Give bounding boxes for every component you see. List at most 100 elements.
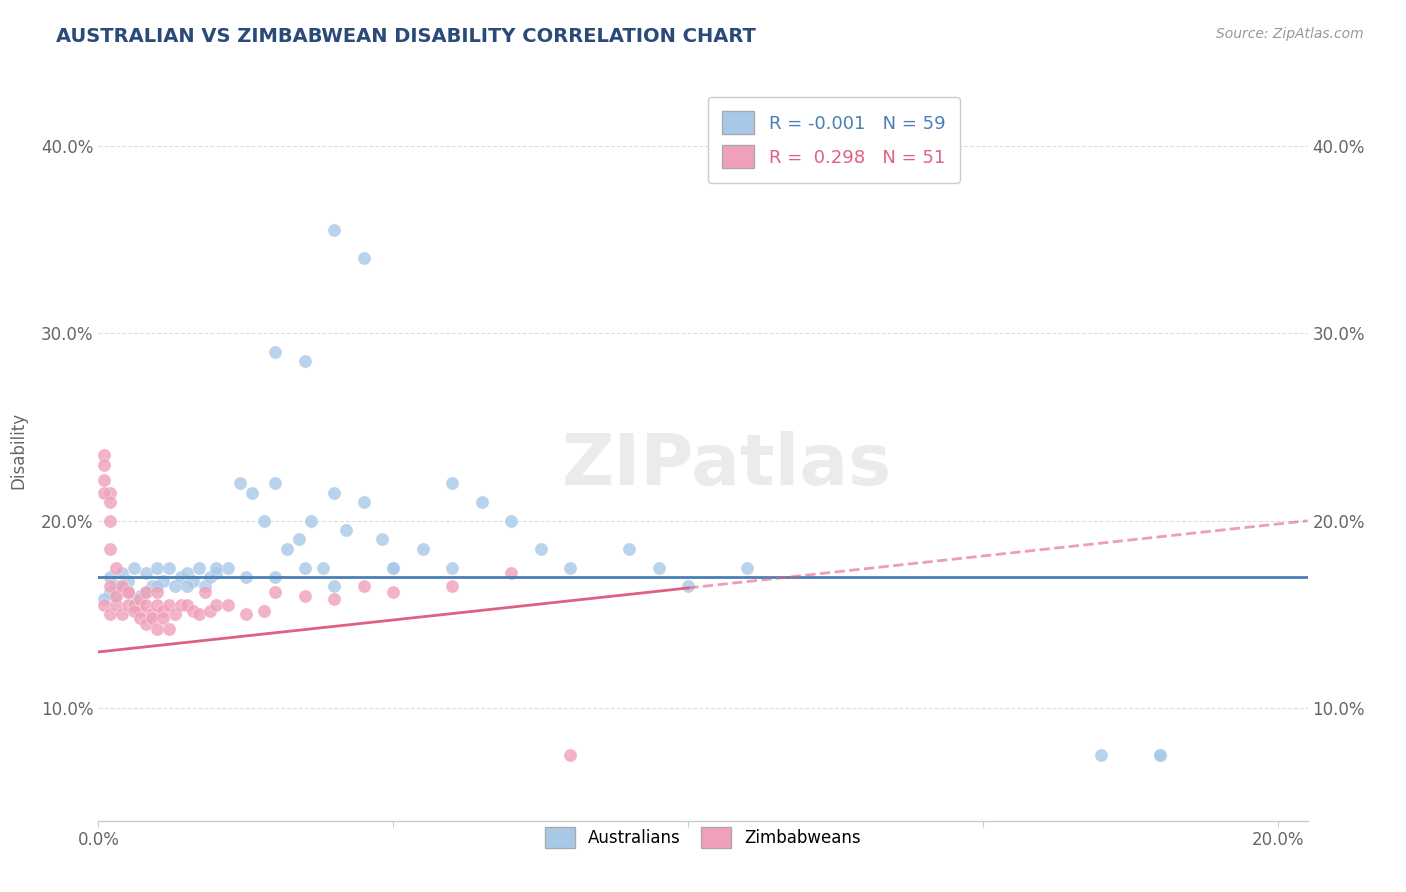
Point [170,570,193,584]
Point [93,485,115,500]
Point [382,560,405,574]
Point [141,607,163,622]
Point [105,579,128,593]
Text: Source: ZipAtlas.com: Source: ZipAtlas.com [1216,27,1364,41]
Point [619,541,641,556]
Point [294,589,316,603]
Point [135,566,157,581]
Point [200,604,222,618]
Point [135,585,157,599]
Point [117,585,139,599]
Point [205,560,228,574]
Point [264,585,287,599]
Point [111,579,134,593]
Point [187,560,209,574]
Point [122,592,145,607]
Point [353,252,375,266]
Point [181,604,204,618]
Point [299,514,322,528]
Point [530,541,553,556]
Point [105,598,128,612]
Point [152,604,174,618]
Point [170,598,193,612]
Point [187,607,209,622]
Point [111,579,134,593]
Point [229,476,252,491]
Point [135,616,157,631]
Point [311,560,333,574]
Point [382,560,405,574]
Point [111,607,134,622]
Point [181,574,204,588]
Point [441,579,464,593]
Point [176,566,198,581]
Point [93,592,115,607]
Point [141,579,163,593]
Point [194,579,217,593]
Point [117,574,139,588]
Point [176,598,198,612]
Point [264,570,287,584]
Point [117,585,139,599]
Point [294,354,316,368]
Point [128,611,150,625]
Point [128,589,150,603]
Point [146,579,169,593]
Point [205,598,228,612]
Point [105,560,128,574]
Point [252,604,274,618]
Point [146,598,169,612]
Point [98,570,121,584]
Point [176,579,198,593]
Point [240,485,263,500]
Point [370,533,392,547]
Point [122,604,145,618]
Text: ZIPatlas: ZIPatlas [562,431,893,500]
Point [471,495,494,509]
Point [323,592,346,607]
Point [276,541,298,556]
Point [735,560,758,574]
Point [157,623,180,637]
Point [205,566,228,581]
Point [157,560,180,574]
Point [122,560,145,574]
Point [264,476,287,491]
Point [98,541,121,556]
Point [135,598,157,612]
Point [152,611,174,625]
Point [1149,747,1171,762]
Point [194,585,217,599]
Point [1149,747,1171,762]
Point [98,514,121,528]
Point [412,541,434,556]
Point [217,560,239,574]
Point [146,623,169,637]
Point [288,533,311,547]
Point [128,592,150,607]
Point [560,747,582,762]
Y-axis label: Disability: Disability [10,412,27,489]
Point [678,579,700,593]
Point [353,579,375,593]
Point [105,589,128,603]
Text: AUSTRALIAN VS ZIMBABWEAN DISABILITY CORRELATION CHART: AUSTRALIAN VS ZIMBABWEAN DISABILITY CORR… [56,27,756,45]
Point [1090,747,1112,762]
Point [165,579,187,593]
Point [382,585,405,599]
Point [105,589,128,603]
Point [117,598,139,612]
Point [146,560,169,574]
Point [264,345,287,359]
Point [93,473,115,487]
Point [135,585,157,599]
Point [93,458,115,472]
Point [560,560,582,574]
Point [252,514,274,528]
Point [501,566,523,581]
Point [323,579,346,593]
Legend: Australians, Zimbabweans: Australians, Zimbabweans [537,819,869,856]
Point [98,579,121,593]
Point [152,574,174,588]
Point [294,560,316,574]
